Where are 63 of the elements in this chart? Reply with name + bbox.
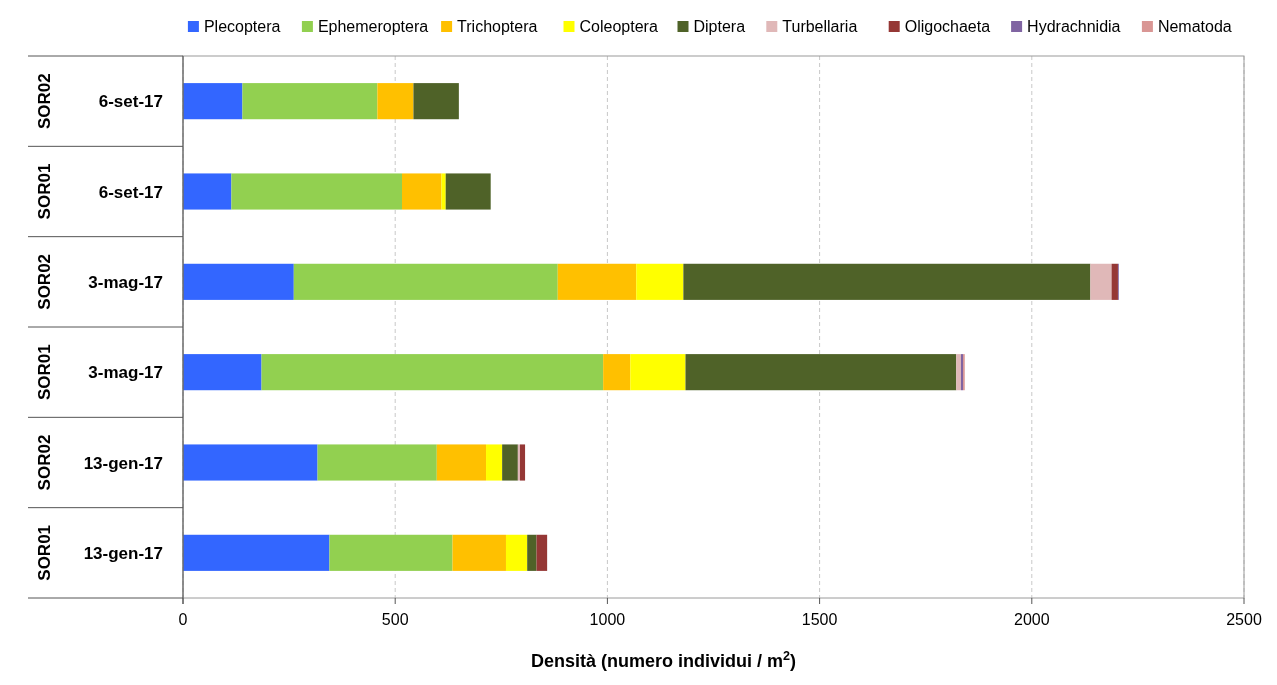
bar: [183, 354, 262, 391]
bar: [486, 444, 503, 481]
bar: [452, 534, 506, 571]
bar: [1111, 263, 1118, 300]
bar: [377, 83, 414, 120]
bar: [956, 354, 961, 391]
bar: [413, 83, 459, 120]
bar: [441, 173, 446, 210]
x-tick-label: 500: [381, 611, 409, 628]
bar: [183, 263, 294, 300]
y-tick-label: 3-mag-17: [88, 363, 163, 383]
bar: [329, 534, 453, 571]
x-tick-label: 1000: [589, 611, 626, 628]
legend-label: Turbellaria: [782, 18, 858, 35]
legend-label: Nematoda: [1157, 18, 1232, 35]
legend-label: Oligochaeta: [904, 18, 991, 35]
x-tick-label: 1500: [801, 611, 838, 628]
bar: [519, 444, 526, 481]
bar: [683, 263, 1091, 300]
bar: [183, 444, 318, 481]
bar: [242, 83, 378, 120]
legend-label: Coleoptera: [579, 18, 658, 35]
x-tick-label: 0: [178, 611, 188, 628]
bar: [231, 173, 402, 210]
legend-label: Plecoptera: [203, 18, 281, 35]
bar: [502, 444, 518, 481]
bar: [183, 534, 330, 571]
y-tick-label: 6-set-17: [98, 182, 163, 202]
legend-label: Hydrachnidia: [1027, 18, 1121, 35]
bar: [603, 354, 631, 391]
bar: [436, 444, 487, 481]
x-tick-label: 2000: [1014, 611, 1050, 628]
bar: [183, 83, 243, 120]
x-axis-title: Densità (numero individui / m$^{2}$): [530, 649, 797, 671]
legend-label: Diptera: [693, 18, 746, 35]
bar: [261, 354, 604, 391]
bar: [636, 263, 684, 300]
bar: [557, 263, 637, 300]
bar: [401, 173, 442, 210]
bar: [445, 173, 491, 210]
bar: [293, 263, 558, 300]
text: SOR02: [35, 73, 54, 130]
bar: [505, 534, 528, 571]
text: SOR01: [35, 344, 54, 401]
bar: [527, 534, 537, 571]
text: SOR01: [35, 163, 54, 220]
bar: [183, 173, 232, 210]
bar: [630, 354, 686, 391]
legend-label: Ephemeroptera: [317, 18, 429, 35]
bar: [536, 534, 548, 571]
y-tick-label: 13-gen-17: [83, 453, 163, 473]
bar: [317, 444, 437, 481]
y-tick-label: 13-gen-17: [83, 543, 163, 563]
y-tick-label: 3-mag-17: [88, 272, 163, 292]
text: SOR01: [35, 524, 54, 581]
bar: [517, 444, 520, 481]
bar: [685, 354, 957, 391]
y-tick-label: 6-set-17: [98, 92, 163, 112]
legend-label: Trichoptera: [457, 18, 538, 35]
x-tick-label: 2500: [1226, 611, 1262, 628]
text: SOR02: [35, 434, 54, 491]
bar: [1090, 263, 1112, 300]
text: SOR02: [35, 253, 54, 310]
